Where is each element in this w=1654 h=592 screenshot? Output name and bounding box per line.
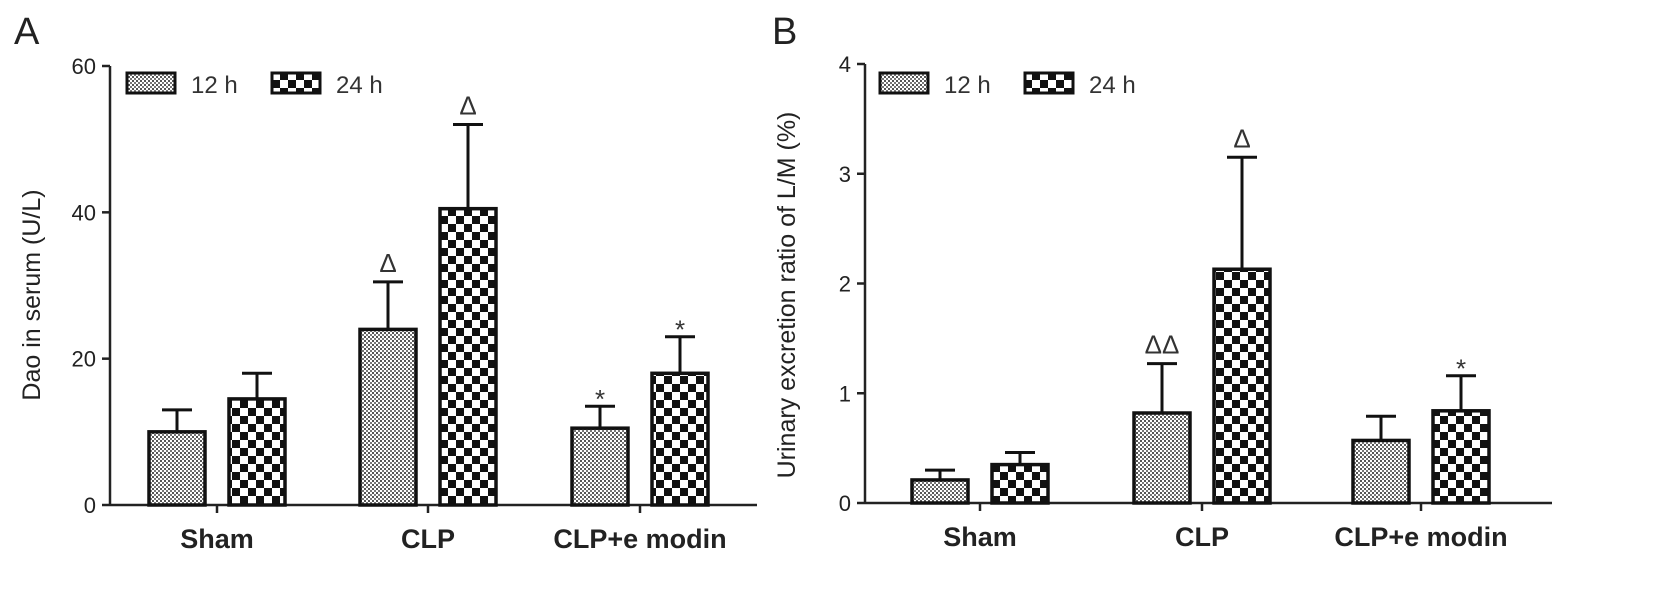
panel-b-bar-12h — [1132, 411, 1192, 505]
panel-b-significance-marker: Δ — [1233, 123, 1250, 153]
panel-b-category-label: CLP+e modin — [1334, 522, 1507, 552]
panel-b-y-tick-label: 0 — [839, 491, 851, 516]
panel-a-category-label: CLP — [401, 524, 455, 554]
panel-b-y-tick-label: 2 — [839, 272, 851, 297]
panel-b-y-tick-label: 4 — [839, 52, 851, 77]
panel-b-bar-24h — [1431, 409, 1491, 505]
panel-b-bar-12h — [1351, 438, 1411, 505]
panel-b-bar-24h — [990, 462, 1050, 505]
panel-b-y-tick-label: 3 — [839, 162, 851, 187]
panel-a-legend-label: 24 h — [336, 72, 383, 99]
panel-a-bar-12h — [358, 327, 418, 507]
panel-b-category-label: CLP — [1175, 522, 1229, 552]
panel-a-bar-24h — [227, 397, 287, 507]
panel-b-category-label: Sham — [943, 522, 1017, 552]
panel-b-y-axis-title: Urinary excretion ratio of L/M (%) — [773, 112, 801, 479]
panel-a-category-label: CLP+e modin — [553, 524, 726, 554]
panel-a-significance-marker: Δ — [459, 91, 476, 121]
panel-b-legend-label: 12 h — [944, 72, 991, 99]
panel-a-y-axis-title: Dao in serum (U/L) — [18, 189, 46, 400]
panel-b-legend-swatch-24h — [1023, 71, 1075, 95]
panel-b-y-tick-label: 1 — [839, 381, 851, 406]
panel-a-y-tick-label: 20 — [72, 347, 96, 372]
panel-a-bar-24h — [438, 206, 498, 507]
panel-a-category-label: Sham — [180, 524, 254, 554]
panel-a-plot: 0 20 40 60 Sham CLP CLP+e modin Δ Δ * * 12 h 24 h — [72, 54, 757, 554]
panel-b-bar-24h — [1212, 267, 1272, 505]
panel-b-letter: B — [772, 11, 797, 53]
panel-b-significance-marker: * — [1456, 354, 1466, 384]
panel-a-legend-label: 12 h — [191, 72, 238, 99]
panel-a-y-tick-label: 60 — [72, 54, 96, 79]
panel-a: A Dao in serum (U/L) 0 20 40 60 Sham CLP CLP+e… — [14, 11, 757, 554]
panel-a-significance-marker: Δ — [379, 248, 396, 278]
panel-a-y-tick-label: 40 — [72, 200, 96, 225]
panel-a-bar-24h — [650, 371, 710, 507]
panel-a-bar-12h — [570, 426, 630, 507]
panel-b-bar-12h — [910, 478, 970, 505]
panel-a-significance-marker: * — [595, 384, 605, 414]
panel-a-legend-swatch-12h — [125, 71, 177, 95]
panel-b-legend-swatch-12h — [878, 71, 930, 95]
panel-a-letter: A — [14, 11, 40, 53]
panel-b-significance-marker: ΔΔ — [1145, 330, 1180, 360]
panel-b-legend-label: 24 h — [1089, 72, 1136, 99]
panel-a-legend-swatch-24h — [270, 71, 322, 95]
panel-a-significance-marker: * — [675, 315, 685, 345]
panel-a-bar-12h — [147, 430, 207, 507]
panel-b: B Urinary excretion ratio of L/M (%) 012… — [772, 11, 1552, 552]
panel-a-y-tick-label: 0 — [84, 493, 96, 518]
